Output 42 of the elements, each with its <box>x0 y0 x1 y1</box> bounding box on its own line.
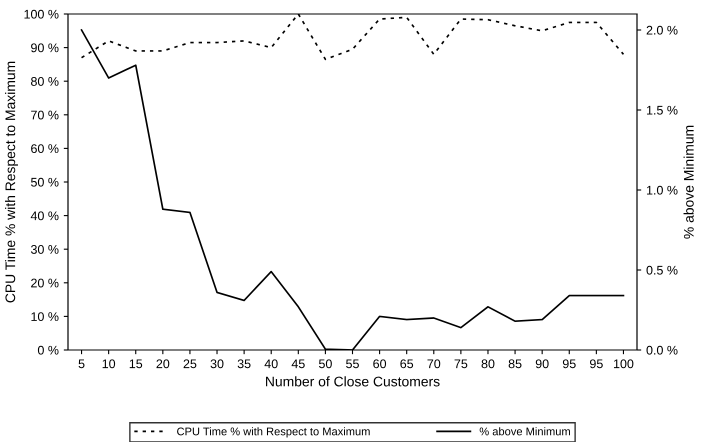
y-tick-label: 80 % <box>31 77 59 86</box>
y2-tick-label: 2.0 % <box>646 26 678 35</box>
y-tick-label: 20 % <box>31 278 59 288</box>
y-tick-label: 30 % <box>30 245 59 254</box>
x-tick-label: 100 <box>614 359 634 368</box>
x-tick-label: 10 <box>102 359 116 368</box>
x-tick-label: 45 <box>292 359 305 368</box>
y-tick-label: 100 % <box>24 10 59 19</box>
y-tick-label: 50 % <box>30 178 59 187</box>
y-tick-label: 10 % <box>31 312 59 322</box>
x-tick-label: 30 <box>210 359 224 368</box>
x-tick-label: 85 <box>508 359 522 368</box>
x-tick-label: 40 <box>264 359 278 368</box>
x-tick-label: 80 <box>482 359 494 368</box>
y-tick-label: 0 % <box>38 346 59 355</box>
x-tick-label: 20 <box>156 359 170 368</box>
y2-tick-label: 1.5 % <box>646 106 678 115</box>
x-tick-label: 25 <box>184 359 196 368</box>
x-tick-label: 60 <box>373 359 386 368</box>
x-tick-label: 75 <box>454 359 468 368</box>
legend-label: % above Minimum <box>480 427 570 436</box>
x-tick-label: 90 <box>536 359 549 368</box>
x-axis-title: Number of Close Customers <box>266 376 440 386</box>
y-tick-label: 70 % <box>31 110 59 120</box>
x-tick-label: 55 <box>346 359 359 368</box>
x-tick-label: 15 <box>130 359 142 368</box>
x-tick-label: 95 <box>590 359 603 368</box>
y-tick-label: 90 % <box>31 43 59 52</box>
y2-tick-label: 0.0 % <box>646 346 678 355</box>
x-tick-label: 35 <box>238 359 251 368</box>
x-tick-label: 70 <box>427 359 440 368</box>
y-tick-label: 40 % <box>30 211 59 220</box>
y-tick-label: 60 % <box>31 144 59 154</box>
y2-tick-label: 0.5 % <box>646 266 678 275</box>
x-tick-label: 65 <box>400 359 414 368</box>
y2-axis-title: % above Minimum <box>684 126 694 239</box>
x-tick-label: 50 <box>318 359 332 368</box>
x-tick-label: 5 <box>78 359 84 368</box>
y2-tick-label: 1.0 % <box>646 186 678 195</box>
x-tick-label: 95 <box>562 359 576 368</box>
y-axis-title: CPU Time % with Respect to Maximum <box>5 62 18 302</box>
legend-label: CPU Time % with Respect to Maximum <box>177 427 370 438</box>
